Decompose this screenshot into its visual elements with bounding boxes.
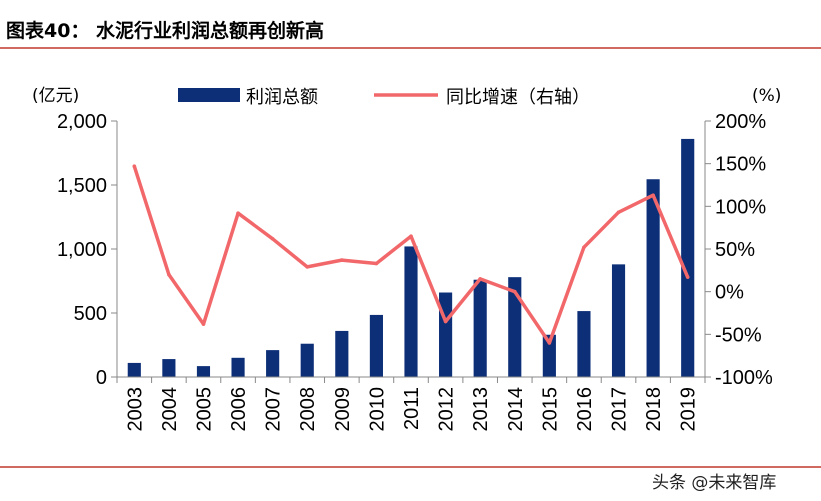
x-tick-label: 2010 [366, 387, 388, 432]
bar-2013 [473, 279, 487, 377]
bar-2010 [369, 314, 383, 377]
growth-point-2018 [651, 193, 655, 198]
growth-point-2019 [685, 275, 690, 279]
right-tick-label: 200% [715, 111, 766, 133]
growth-point-2017 [616, 210, 621, 215]
legend-label-bar: 利润总额 [246, 87, 318, 108]
x-tick-label: 2018 [643, 387, 665, 432]
x-tick-label: 2008 [297, 387, 319, 432]
bar-series [127, 138, 695, 377]
growth-point-2004 [167, 272, 171, 277]
left-tick-label: 0 [96, 367, 107, 389]
growth-point-2010 [374, 261, 379, 266]
bar-2012 [439, 292, 453, 377]
bar-2008 [300, 343, 314, 377]
left-tick-label: 500 [74, 303, 107, 325]
legend: 利润总额 同比增速（右轴） [178, 87, 590, 108]
bar-2011 [404, 246, 418, 377]
x-tick-label: 2007 [263, 387, 285, 432]
x-tick-label: 2004 [159, 387, 181, 432]
x-tick-label: 2014 [505, 387, 527, 432]
legend-label-line: 同比增速（右轴） [446, 87, 590, 108]
x-tick-label: 2016 [574, 387, 596, 432]
x-tick-label: 2009 [332, 387, 354, 432]
growth-point-2011 [409, 234, 413, 238]
growth-point-2016 [582, 245, 586, 250]
growth-point-2013 [478, 277, 482, 281]
growth-point-2014 [512, 289, 517, 294]
growth-point-2009 [340, 258, 344, 262]
growth-point-2008 [305, 265, 310, 269]
bar-2015 [542, 334, 556, 377]
bar-2019 [681, 138, 695, 377]
x-tick-label: 2003 [124, 387, 146, 432]
growth-point-2006 [236, 211, 240, 215]
right-axis-unit: (%) [752, 86, 781, 106]
right-tick-label: 150% [715, 154, 766, 176]
x-tick-label: 2019 [678, 387, 700, 432]
growth-point-2005 [201, 322, 206, 326]
right-tick-label: -100% [715, 367, 773, 389]
bar-2007 [266, 350, 280, 377]
right-tick-label: 0% [715, 282, 744, 304]
bar-2003 [127, 362, 141, 377]
right-tick-label: 50% [715, 239, 755, 261]
bar-2014 [508, 277, 522, 377]
watermark: 头条 @未来智库 [652, 473, 776, 493]
bar-2004 [162, 359, 176, 377]
x-tick-label: 2005 [193, 387, 215, 432]
left-tick-label: 2,000 [57, 111, 107, 133]
x-tick-label: 2013 [470, 387, 492, 432]
right-axis: -100% -50% 0% 50% 100% 150% 200% [705, 111, 773, 389]
left-axis: 0 500 1,000 1,500 2,000 [57, 111, 117, 389]
right-tick-label: 100% [715, 196, 766, 218]
growth-point-2012 [443, 319, 448, 324]
growth-point-2015 [547, 341, 552, 345]
x-axis: 2003 2004 2005 2006 2007 2008 2009 2010 2011 2012… [116, 377, 706, 432]
bar-2006 [231, 357, 245, 377]
growth-point-2007 [270, 236, 275, 241]
bar-2016 [577, 311, 591, 377]
left-axis-unit: (亿元) [32, 86, 79, 106]
right-tick-label: -50% [715, 324, 762, 346]
growth-point-2003 [132, 164, 137, 169]
x-tick-label: 2015 [539, 387, 561, 432]
bar-2005 [196, 366, 211, 377]
left-tick-label: 1,500 [57, 175, 107, 197]
x-tick-label: 2017 [609, 387, 631, 432]
x-tick-label: 2011 [401, 387, 423, 430]
bar-2017 [611, 264, 626, 377]
legend-swatch-bar [178, 88, 240, 102]
left-tick-label: 1,000 [57, 239, 107, 261]
line-series [132, 164, 690, 345]
x-tick-label: 2012 [436, 387, 458, 432]
chart-title: 图表40： 水泥行业利润总额再创新高 [6, 19, 324, 42]
x-tick-label: 2006 [228, 387, 250, 432]
bar-2009 [335, 330, 349, 377]
bar-2018 [646, 179, 660, 377]
